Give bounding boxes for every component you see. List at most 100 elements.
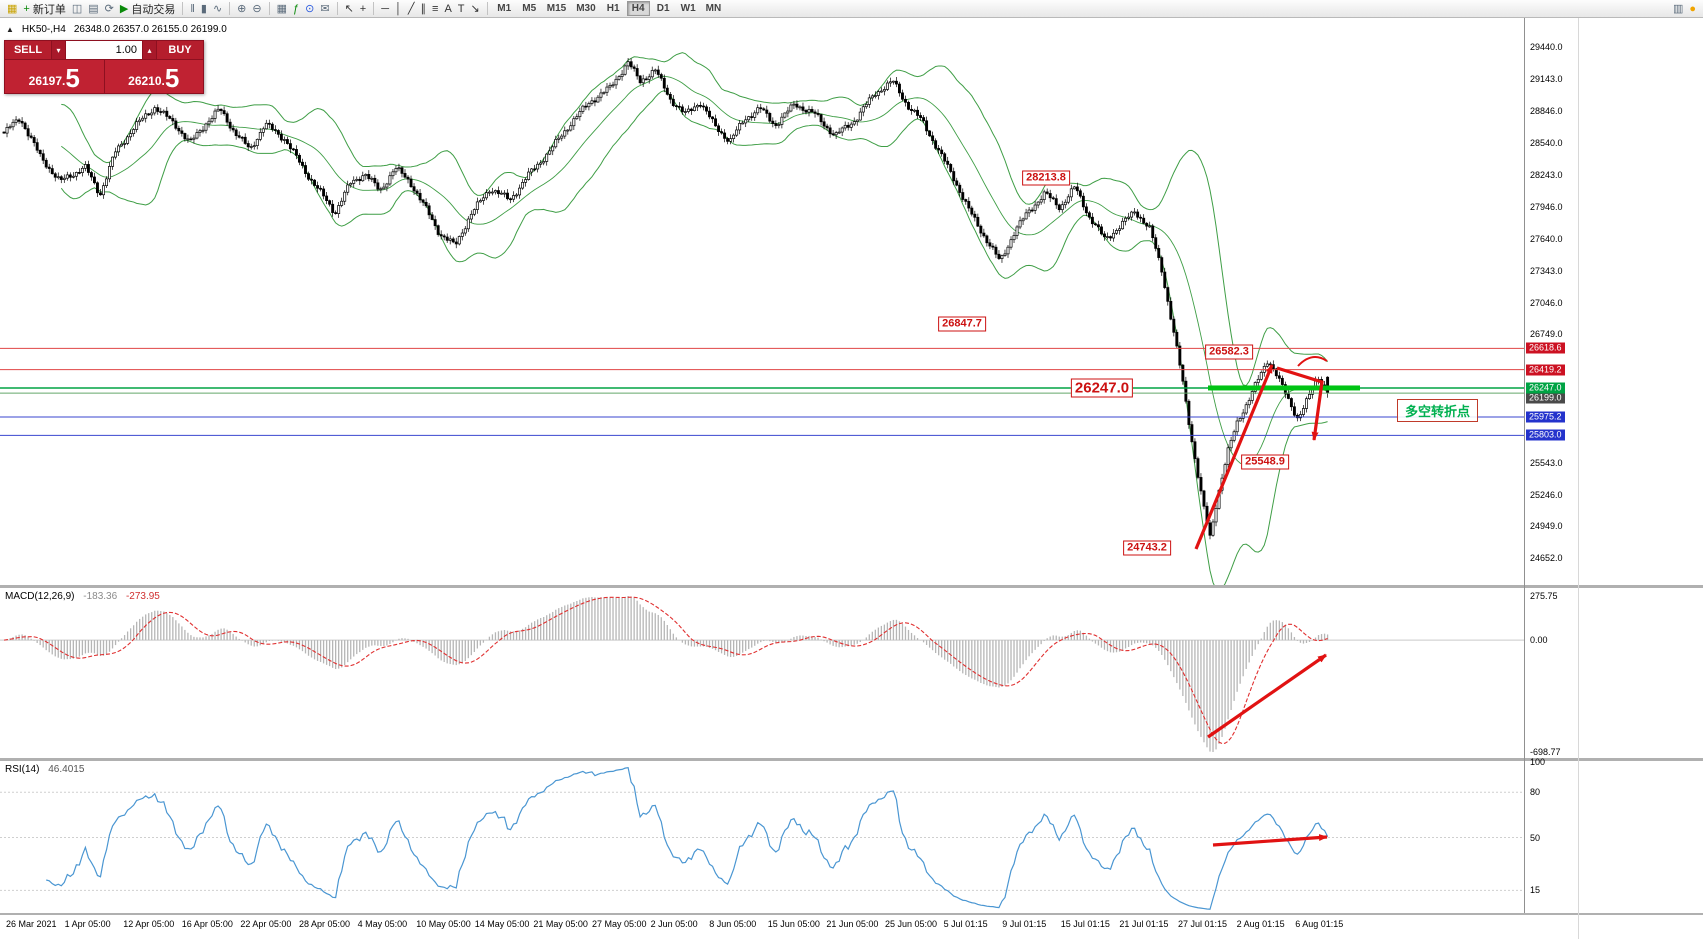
price-annotation-label[interactable]: 26582.3 — [1205, 344, 1253, 360]
trendline-icon: ╱ — [407, 2, 415, 15]
one-click-collapse-icon[interactable]: ▲ — [6, 25, 14, 34]
period-icon[interactable]: ⊙ — [302, 1, 317, 17]
price-axis-tick: 28540.0 — [1530, 138, 1563, 149]
timeframe-h4[interactable]: H4 — [626, 1, 650, 16]
buy-price-main: 26210. — [128, 74, 165, 88]
tile-windows-icon: ▦ — [276, 2, 288, 15]
zoom-out-icon: ⊖ — [252, 2, 262, 15]
price-axis-tick: 27946.0 — [1530, 201, 1563, 212]
volume-up-icon[interactable]: ▴ — [142, 41, 157, 59]
autotrading-button[interactable]: ▶ 自动交易 — [117, 1, 178, 17]
account-icon: ● — [1689, 2, 1696, 15]
cursor-icon[interactable]: ↖ — [342, 1, 357, 17]
layout-icon[interactable]: ▥ — [1670, 1, 1686, 17]
bar-chart-icon[interactable]: ‖ — [187, 1, 198, 17]
fibonacci-icon: ≡ — [432, 2, 439, 15]
price-axis-tick: 24652.0 — [1530, 553, 1563, 564]
rally-arrow[interactable] — [1194, 364, 1274, 550]
sell-price-main: 26197. — [28, 74, 66, 88]
chart-windows-icon[interactable]: ◫ — [69, 1, 85, 17]
crosshair-icon[interactable]: + — [357, 1, 369, 17]
indicators-icon: ƒ — [293, 2, 300, 15]
toolbar-separator — [373, 2, 375, 15]
time-axis-label: 5 Jul 01:15 — [943, 919, 988, 929]
text-icon[interactable]: A — [441, 1, 454, 17]
new-order-button[interactable]: + 新订单 — [20, 1, 68, 17]
price-axis-tick: 29440.0 — [1530, 42, 1563, 53]
zoom-out-icon[interactable]: ⊖ — [249, 1, 264, 17]
line-chart-icon[interactable]: ∿ — [210, 1, 225, 17]
timeframe-h1[interactable]: H1 — [606, 3, 620, 14]
macd-scale-value: -698.77 — [1530, 747, 1561, 757]
price-annotation-label[interactable]: 24743.2 — [1123, 540, 1171, 556]
tile-windows-icon[interactable]: ▦ — [274, 1, 290, 17]
indicators-icon[interactable]: ƒ — [290, 1, 302, 17]
volume-input[interactable]: 1.00 — [66, 41, 142, 59]
price-annotation-label[interactable]: 26847.7 — [938, 316, 986, 332]
zoom-in-icon[interactable]: ⊕ — [234, 1, 249, 17]
macd-label-row: MACD(12,26,9) -183.36 -273.95 — [5, 591, 160, 602]
price-annotation-label[interactable]: 26247.0 — [1070, 378, 1134, 398]
timeframe-m1[interactable]: M1 — [497, 3, 512, 14]
refresh-icon[interactable]: ⟳ — [102, 1, 117, 17]
pullback-arrow[interactable] — [1276, 366, 1324, 441]
macd-signal-line — [3, 596, 1328, 745]
vertical-line-icon[interactable]: │ — [392, 1, 405, 17]
label-icon[interactable]: T — [455, 1, 468, 17]
sell-button[interactable]: SELL — [5, 41, 51, 59]
price-level-axis-box: 26419.2 — [1526, 364, 1565, 376]
trendline-icon[interactable]: ╱ — [405, 1, 418, 17]
rsi-value: 46.4015 — [48, 764, 85, 775]
macd-arrow[interactable] — [1207, 653, 1327, 739]
timeframe-m15[interactable]: M15 — [546, 3, 567, 14]
time-axis-label: 2 Jun 05:00 — [650, 919, 698, 929]
price-annotation-label[interactable]: 25548.9 — [1241, 454, 1289, 470]
time-axis-label: 2 Aug 01:15 — [1236, 919, 1285, 929]
buy-price-button[interactable]: 26210. 5 — [103, 60, 204, 93]
rsi-line — [46, 766, 1329, 910]
rsi-indicator-panel — [0, 766, 1524, 910]
profiles-icon: ▤ — [88, 2, 99, 15]
time-axis-label: 22 Apr 05:00 — [240, 919, 292, 929]
horizontal-line-icon[interactable]: ─ — [378, 1, 392, 17]
account-icon[interactable]: ● — [1686, 1, 1699, 17]
cursor-icon: ↖ — [344, 2, 354, 15]
timeframe-m5[interactable]: M5 — [522, 3, 537, 14]
chart-windows-icon: ◫ — [71, 2, 83, 15]
price-axis-tick: 24949.0 — [1530, 521, 1563, 532]
timeframe-m30[interactable]: M30 — [576, 3, 596, 14]
text-icon: A — [444, 2, 452, 15]
support-zone-bar[interactable] — [1208, 385, 1360, 391]
price-annotation-label[interactable]: 28213.8 — [1022, 170, 1070, 186]
rsi-label: RSI(14) — [5, 764, 40, 775]
timeframe-d1[interactable]: D1 — [656, 3, 670, 14]
fibonacci-icon[interactable]: ≡ — [429, 1, 441, 17]
toolbar-separator — [229, 2, 231, 15]
time-axis-label: 16 Apr 05:00 — [181, 919, 233, 929]
candlestick-chart-icon[interactable]: ▮ — [198, 1, 210, 17]
app-icon[interactable]: ▦ — [4, 1, 20, 17]
turning-point-label[interactable]: 多空转折点 — [1397, 399, 1479, 422]
order-type-dropdown-icon[interactable]: ▾ — [51, 41, 66, 59]
plus-icon: + — [23, 2, 30, 15]
profiles-icon[interactable]: ▤ — [85, 1, 101, 17]
rsi-label-row: RSI(14) 46.4015 — [5, 764, 84, 775]
rsi-arrow[interactable] — [1212, 834, 1328, 847]
channel-icon[interactable]: ∥ — [418, 1, 430, 17]
app-icon: ▦ — [7, 2, 18, 15]
mail-icon[interactable]: ✉ — [317, 1, 332, 17]
arrows-icon[interactable]: ↘ — [468, 1, 483, 17]
label-icon: T — [457, 2, 465, 15]
swing-top-arc — [1297, 356, 1328, 367]
time-axis-label: 27 Jul 01:15 — [1178, 919, 1228, 929]
time-axis-label: 21 May 05:00 — [533, 919, 588, 929]
layout-icon: ▥ — [1672, 2, 1684, 15]
timeframe-w1[interactable]: W1 — [680, 3, 696, 14]
timeframe-mn[interactable]: MN — [705, 3, 722, 14]
channel-icon: ∥ — [420, 2, 427, 15]
sell-price-button[interactable]: 26197. 5 — [5, 60, 104, 93]
price-axis-tick: 25246.0 — [1530, 489, 1563, 500]
buy-button[interactable]: BUY — [157, 41, 203, 59]
